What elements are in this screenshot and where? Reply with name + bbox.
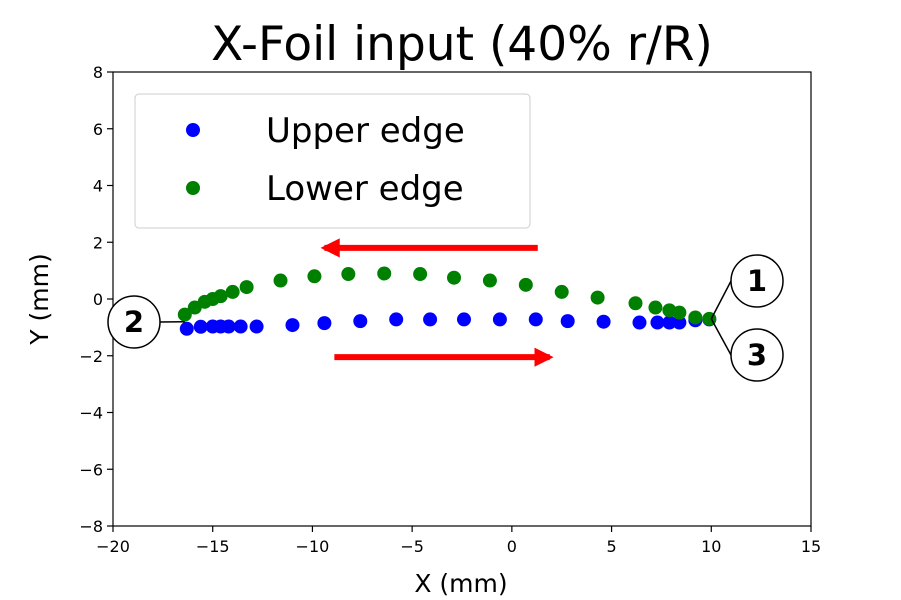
callout-3: 3 bbox=[710, 318, 784, 382]
data-point-upper-edge bbox=[492, 312, 507, 327]
data-point-lower-edge bbox=[628, 296, 643, 311]
x-tick-label: −20 bbox=[96, 537, 130, 556]
data-point-lower-edge bbox=[239, 280, 254, 295]
data-point-upper-edge bbox=[423, 312, 438, 327]
callout-number: 1 bbox=[747, 264, 767, 298]
y-tick-label: −6 bbox=[79, 460, 103, 479]
chart-title: X-Foil input (40% r/R) bbox=[211, 17, 713, 72]
data-point-upper-edge bbox=[233, 319, 248, 334]
data-point-lower-edge bbox=[225, 284, 240, 299]
data-point-lower-edge bbox=[447, 270, 462, 285]
data-point-lower-edge bbox=[177, 307, 192, 322]
x-axis-label: X (mm) bbox=[414, 569, 507, 598]
data-point-lower-edge bbox=[590, 290, 605, 305]
y-tick-label: 2 bbox=[93, 233, 103, 252]
y-tick-label: 4 bbox=[93, 177, 103, 196]
callout-leader-line bbox=[710, 318, 732, 356]
callout-1: 1 bbox=[710, 254, 784, 320]
data-point-lower-edge bbox=[307, 269, 322, 284]
data-point-lower-edge bbox=[413, 267, 428, 282]
data-point-lower-edge bbox=[213, 289, 228, 304]
x-tick-label: 0 bbox=[507, 537, 517, 556]
x-tick-label: −10 bbox=[296, 537, 330, 556]
y-tick-label: 8 bbox=[93, 63, 103, 82]
y-tick-label: −8 bbox=[79, 517, 103, 536]
x-tick-label: 5 bbox=[606, 537, 616, 556]
y-axis: −8 −6 −4 −2 0 2 4 6 8 bbox=[79, 63, 113, 536]
data-point-upper-edge bbox=[249, 319, 264, 334]
data-point-upper-edge bbox=[672, 315, 687, 330]
callout-circle bbox=[730, 254, 784, 308]
callout-leader-line bbox=[710, 280, 732, 320]
callout-circle bbox=[107, 295, 161, 349]
data-point-upper-edge bbox=[221, 319, 236, 334]
data-point-upper-edge bbox=[353, 314, 368, 329]
data-point-upper-edge bbox=[317, 316, 332, 331]
data-point-upper-edge bbox=[632, 315, 647, 330]
data-point-lower-edge bbox=[518, 277, 533, 292]
data-point-upper-edge bbox=[456, 312, 471, 327]
data-point-lower-edge bbox=[672, 305, 687, 320]
x-axis: −20 −15 −10 −5 0 5 10 15 bbox=[96, 526, 821, 556]
data-point-lower-edge bbox=[482, 273, 497, 288]
y-tick-label: −2 bbox=[79, 347, 103, 366]
data-point-upper-edge bbox=[389, 312, 404, 327]
series-lower-edge bbox=[177, 266, 717, 326]
annotations: 1 2 3 bbox=[107, 238, 784, 382]
y-axis-label: Y (mm) bbox=[25, 253, 54, 345]
x-tick-label: 15 bbox=[801, 537, 821, 556]
x-tick-label: −15 bbox=[196, 537, 230, 556]
y-tick-label: −4 bbox=[79, 404, 103, 423]
y-tick-label: 0 bbox=[93, 290, 103, 309]
y-tick-label: 6 bbox=[93, 120, 103, 139]
legend-marker-lower-edge bbox=[186, 181, 200, 195]
data-point-upper-edge bbox=[193, 319, 208, 334]
callout-circle bbox=[730, 328, 784, 382]
legend-marker-upper-edge bbox=[186, 123, 200, 137]
callout-number: 2 bbox=[124, 305, 144, 339]
data-point-lower-edge bbox=[341, 267, 356, 282]
data-point-lower-edge bbox=[648, 300, 663, 315]
callout-2: 2 bbox=[107, 295, 185, 349]
data-point-upper-edge bbox=[179, 321, 194, 336]
data-point-upper-edge bbox=[528, 312, 543, 327]
data-point-upper-edge bbox=[560, 314, 575, 329]
data-point-lower-edge bbox=[377, 266, 392, 281]
series-upper-edge bbox=[179, 312, 717, 336]
data-point-upper-edge bbox=[650, 315, 665, 330]
data-point-upper-edge bbox=[596, 314, 611, 329]
data-point-lower-edge bbox=[554, 284, 569, 299]
data-point-upper-edge bbox=[662, 315, 677, 330]
legend-label-upper-edge: Upper edge bbox=[266, 111, 465, 151]
data-point-upper-edge bbox=[285, 318, 300, 333]
x-tick-label: 10 bbox=[701, 537, 721, 556]
data-point-lower-edge bbox=[273, 273, 288, 288]
callout-number: 3 bbox=[747, 338, 767, 372]
legend-label-lower-edge: Lower edge bbox=[266, 169, 464, 209]
legend: Upper edge Lower edge bbox=[134, 93, 531, 229]
legend-box bbox=[134, 93, 531, 229]
x-tick-label: −5 bbox=[400, 537, 424, 556]
data-point-lower-edge bbox=[688, 310, 703, 325]
data-points bbox=[177, 266, 717, 336]
